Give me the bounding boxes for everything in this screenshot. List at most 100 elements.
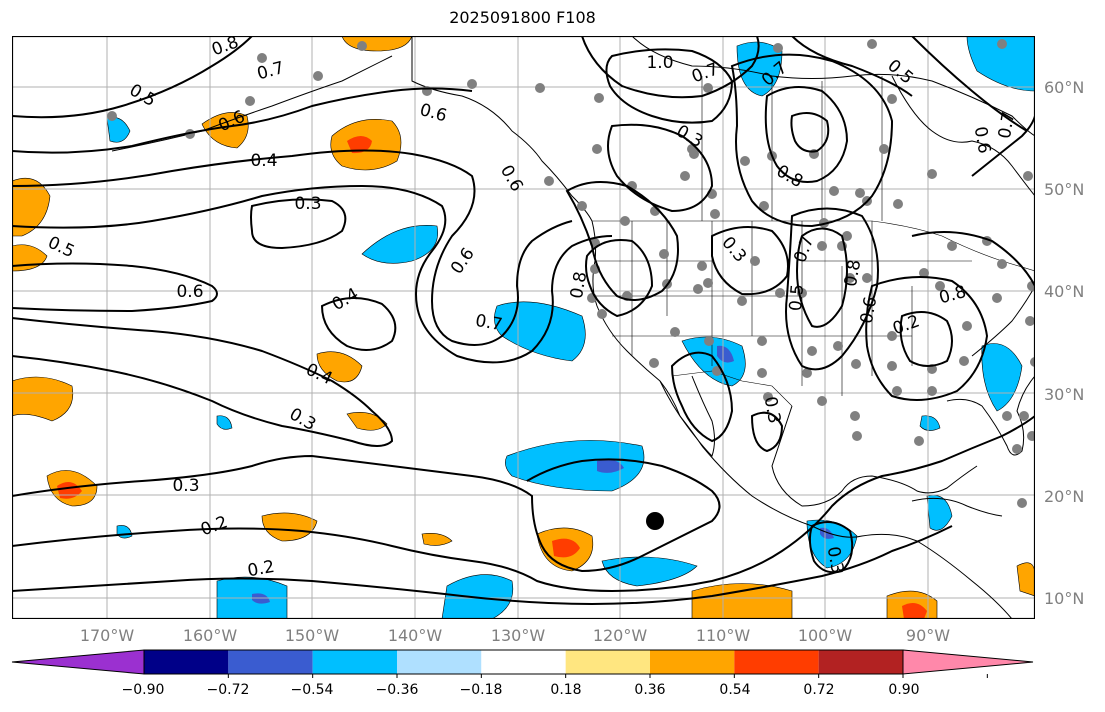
fill-neg-south-mid	[601, 556, 698, 587]
lat-label: 30°N	[1044, 385, 1085, 404]
lon-label: 150°W	[284, 626, 340, 645]
coast-gulf	[771, 405, 978, 507]
fill-pos-small1	[421, 533, 453, 546]
plot-title: 2025091800 F108	[449, 8, 596, 27]
fill-neg-subtropic	[505, 440, 645, 492]
contour-lines	[12, 36, 1035, 606]
contour-label: 0.3	[760, 395, 784, 425]
lat-label: 20°N	[1044, 487, 1085, 506]
lat-label: 40°N	[1044, 282, 1085, 301]
contour-14	[764, 86, 849, 183]
fill-pos-east	[1016, 562, 1035, 597]
border-us-canada	[592, 220, 1035, 272]
borders	[411, 36, 1035, 407]
border-states-2	[595, 260, 972, 337]
coast-mexico	[701, 445, 1013, 619]
contour-11	[12, 525, 953, 606]
contour-24	[899, 311, 953, 367]
contour-label: 0.5	[786, 283, 808, 312]
coast-florida	[946, 375, 1035, 456]
contour-15	[790, 111, 830, 153]
colorbar-tick-label: −0.18	[459, 682, 503, 698]
lat-label: 60°N	[1044, 78, 1085, 97]
lon-label: 110°W	[695, 626, 751, 645]
contour-20	[711, 226, 789, 296]
contour-label: 0.6	[857, 295, 881, 325]
fill-neg-small3	[919, 415, 941, 431]
fill-neg-mexico	[681, 336, 746, 387]
fill-pos-mid4	[261, 512, 318, 542]
colorbar-tick-label: −0.36	[375, 682, 419, 698]
contour-27	[750, 411, 784, 453]
contour-28	[808, 521, 854, 574]
contour-5	[12, 262, 218, 313]
colorbar-extension-high	[902, 649, 1034, 675]
contour-label: 0.3	[823, 545, 847, 575]
colorbar-segment	[650, 650, 735, 674]
contour-label: 0.7	[474, 311, 504, 335]
coastlines	[111, 36, 1035, 619]
fill-neg-mid-pacific	[361, 225, 439, 264]
contour-label: 0.7	[995, 110, 1019, 140]
colorbar-tick-label: −0.90	[121, 682, 165, 698]
colorbar-tick-label: −0.54	[290, 682, 334, 698]
contour-12	[605, 48, 734, 124]
coast-aleutians	[111, 55, 393, 152]
colorbar-tick-label: 0.18	[550, 682, 582, 698]
contour-21	[795, 227, 848, 328]
fill-neg-caribbean	[926, 494, 953, 531]
fill-pos-gulf-alaska-core	[347, 136, 372, 154]
colorbar-segment	[481, 650, 566, 674]
contour-18	[565, 181, 679, 301]
contour-10	[12, 415, 1035, 593]
contour-label: 0.4	[250, 151, 277, 171]
fill-neg-gulf-core	[820, 527, 834, 539]
colorbar-tick-label: 0.90	[888, 682, 920, 698]
contour-label: 0.6	[970, 125, 994, 155]
contour-19	[585, 239, 654, 318]
colorbar-segment	[397, 650, 482, 674]
colorbar	[11, 649, 1034, 678]
contour-23	[865, 276, 989, 401]
colorbar-tick-label: 0.54	[719, 682, 751, 698]
lon-label: 130°W	[490, 626, 546, 645]
fill-neg-small2	[216, 415, 233, 430]
contour-8	[320, 296, 397, 351]
colorbar-extension-low	[11, 649, 145, 675]
contour-9	[12, 454, 721, 573]
lon-label: 170°W	[79, 626, 135, 645]
contour-4	[12, 184, 613, 364]
coast-baja	[659, 375, 715, 457]
contour-label-group: 0.8 0.7 0.5 0.6 0.4 0.3 0.5 0.6 0.4 0.4 …	[45, 36, 1020, 581]
contour-label: 1.0	[646, 53, 673, 73]
coast-hudson	[891, 75, 1035, 197]
contour-label: 0.3	[294, 194, 321, 214]
contour-29	[670, 351, 734, 443]
border-prov	[701, 76, 883, 221]
contour-label: 0.6	[176, 282, 203, 302]
colorbar-segment	[312, 650, 397, 674]
colorbar-segment	[734, 650, 819, 674]
contour-31	[791, 36, 913, 97]
coast-canada-north	[631, 36, 1035, 137]
map-panel: 0.8 0.7 0.5 0.6 0.4 0.3 0.5 0.6 0.4 0.4 …	[12, 36, 1035, 619]
contour-label: 0.8	[567, 270, 591, 300]
map-frame	[12, 36, 1035, 619]
contour-22	[785, 207, 879, 371]
coast-cuba	[911, 497, 1003, 517]
colorbar-tick-label: −0.72	[206, 682, 250, 698]
contour-3	[12, 149, 573, 346]
contour-16	[730, 53, 894, 228]
lon-label: 100°W	[797, 626, 853, 645]
lon-label: 120°W	[592, 626, 648, 645]
colorbar-segment	[565, 650, 650, 674]
border-us-mexico	[671, 370, 793, 407]
lon-label: 140°W	[387, 626, 443, 645]
contour-30	[911, 36, 1028, 132]
lon-label: 90°W	[905, 626, 951, 645]
contour-label: 0.3	[172, 476, 199, 496]
colorbar-tick-label: 0.36	[634, 682, 666, 698]
contour-1	[12, 36, 253, 119]
lon-label: 160°W	[182, 626, 238, 645]
location-marker	[646, 512, 664, 530]
